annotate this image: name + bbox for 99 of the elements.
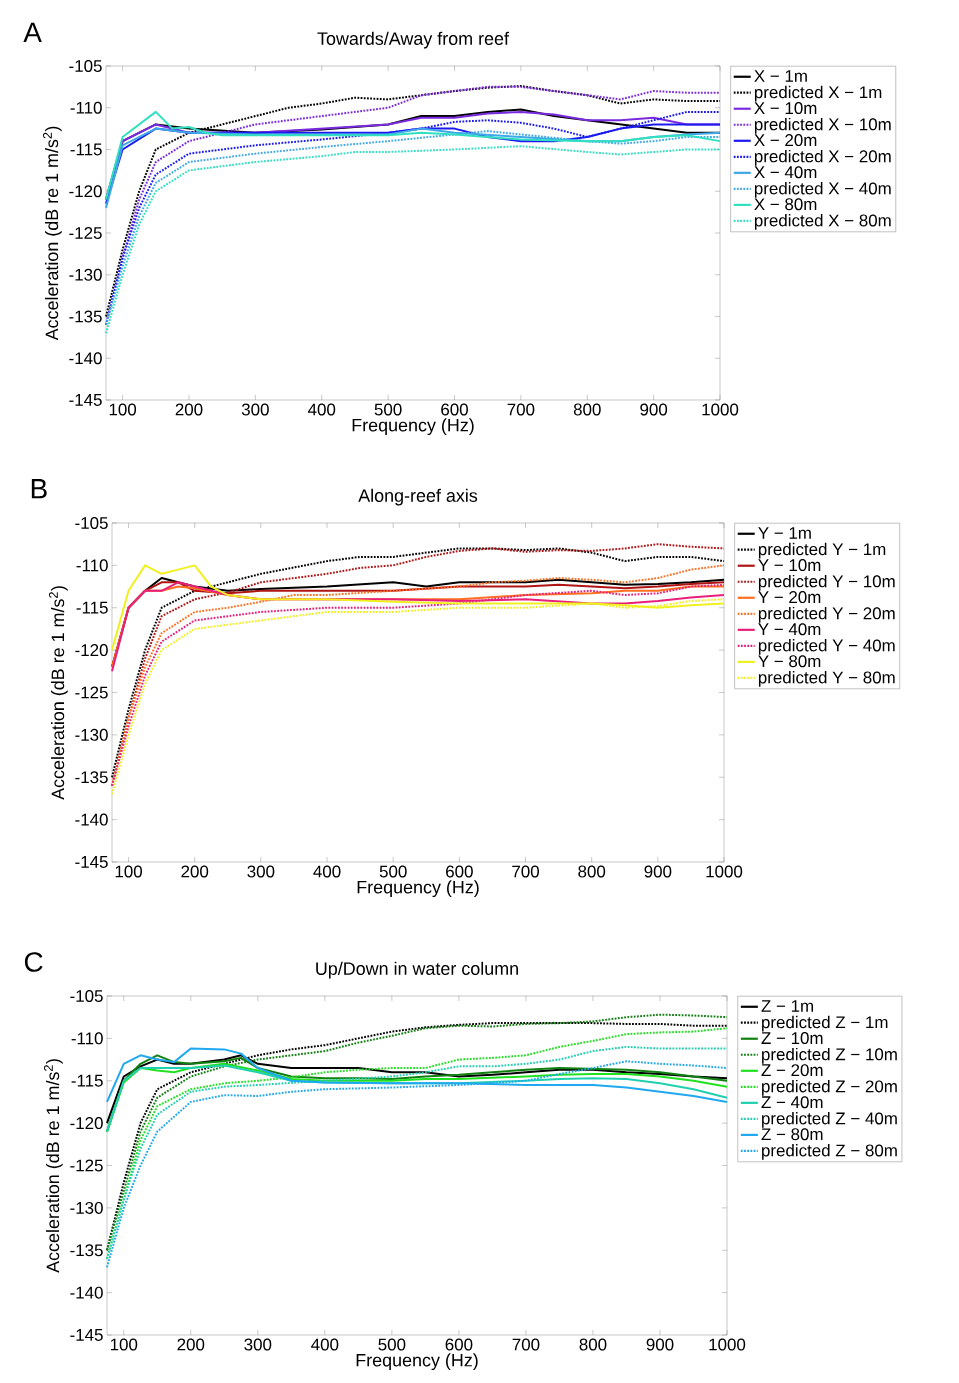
legend-label: predicted X − 1m <box>754 85 882 102</box>
x-axis-title: Frequency (Hz) <box>352 418 474 436</box>
x-tick-label: 600 <box>445 1338 473 1351</box>
legend-label: predicted X − 20m <box>754 149 891 166</box>
x-tick-label: 700 <box>512 1338 540 1351</box>
legend-label: X − 10m <box>754 102 817 115</box>
legend-label: predicted Y − 20m <box>758 606 895 623</box>
legend-label: Y − 1m <box>758 527 811 539</box>
y-tick-label: -145 <box>75 856 108 868</box>
text: C <box>24 952 43 972</box>
x-tick-label: 600 <box>441 403 468 416</box>
x-tick-label: 300 <box>241 403 269 416</box>
legend-label: predicted X − 80m <box>754 214 891 230</box>
y-tick-label: -125 <box>70 1159 103 1172</box>
x-axis-title: Frequency (Hz) <box>356 1353 478 1371</box>
legend-label: Z − 1m <box>761 1000 814 1012</box>
x-tick-label: 200 <box>175 403 203 416</box>
legend-label: predicted Y − 40m <box>758 638 895 655</box>
y-tick-label: -145 <box>70 1329 103 1341</box>
x-tick-label: 500 <box>379 865 407 878</box>
y-tick-label: -145 <box>69 394 102 406</box>
legend-label: predicted Y − 80m <box>758 671 895 687</box>
chart-title: Up/Down in water column <box>316 961 518 979</box>
legend-label: predicted X − 10m <box>754 117 891 134</box>
y-tick-label: -115 <box>76 601 108 614</box>
y-tick-label: -140 <box>69 352 102 365</box>
x-tick-label: 100 <box>110 1338 138 1351</box>
legend-label: predicted Z − 40m <box>762 1112 897 1128</box>
text: A <box>23 22 42 42</box>
legend-label: predicted Z − 20m <box>762 1079 897 1096</box>
y-tick-label: -130 <box>69 268 102 281</box>
y-tick-label: -135 <box>75 771 108 784</box>
x-tick-label: 1000 <box>706 865 743 878</box>
x-tick-label: 800 <box>578 865 606 878</box>
y-tick-label: -105 <box>70 990 103 1002</box>
legend-label: X − 40m <box>754 166 817 179</box>
x-tick-label: 700 <box>507 403 535 416</box>
x-tick-label: 800 <box>579 1338 607 1351</box>
x-tick-label: 900 <box>644 865 672 878</box>
chart-title: Towards/Away from reef <box>317 31 510 49</box>
x-tick-label: 700 <box>512 865 539 878</box>
y-tick-label: -135 <box>69 310 102 323</box>
legend-label: predicted Z − 1m <box>762 1015 888 1032</box>
x-tick-label: 1000 <box>702 403 739 416</box>
legend-label: X − 80m <box>754 198 817 211</box>
x-tick-label: 900 <box>646 1338 674 1351</box>
y-tick-label: -105 <box>75 516 108 529</box>
y-tick-label: -115 <box>71 1074 103 1087</box>
y-tick-label: -125 <box>69 226 102 239</box>
y-tick-label: -110 <box>70 101 102 114</box>
y-tick-label: -105 <box>69 59 102 72</box>
y-axis-title: Acceleration (dB re 1 m/s$^{2}$) <box>43 126 62 341</box>
x-tick-label: 400 <box>313 865 341 878</box>
legend-label: Y − 80m <box>758 655 821 668</box>
x-axis-title: Frequency (Hz) <box>357 880 479 898</box>
x-tick-label: 500 <box>374 403 402 416</box>
y-tick-label: -140 <box>75 813 108 826</box>
chart-title: Along-reef axis <box>358 488 478 506</box>
legend-label: Z − 80m <box>761 1128 823 1141</box>
legend-label: Y − 10m <box>758 559 821 572</box>
x-tick-label: 100 <box>109 403 137 416</box>
legend-label: Y − 20m <box>758 591 821 604</box>
y-tick-label: -125 <box>75 686 108 699</box>
y-tick-label: -120 <box>75 644 108 657</box>
legend-label: Y − 40m <box>758 623 821 636</box>
y-tick-label: -110 <box>71 1032 103 1045</box>
y-tick-label: -115 <box>70 143 102 156</box>
y-axis-title: Acceleration (dB re 1 m/s$^{2}$) <box>49 586 68 800</box>
y-tick-label: -120 <box>70 1117 103 1130</box>
legend-label: Z − 10m <box>761 1032 823 1045</box>
x-tick-label: 500 <box>378 1338 406 1351</box>
x-tick-label: 200 <box>177 1338 205 1351</box>
y-axis-title: Acceleration (dB re 1 m/s$^{2}$) <box>44 1059 63 1273</box>
legend-label: predicted Z − 80m <box>762 1144 897 1160</box>
x-tick-label: 600 <box>446 865 473 878</box>
legend-label: Z − 20m <box>761 1064 823 1077</box>
x-tick-label: 400 <box>311 1338 339 1351</box>
x-tick-label: 300 <box>244 1338 272 1351</box>
x-tick-label: 300 <box>247 865 275 878</box>
text: B <box>31 479 47 499</box>
legend-label: predicted Y − 10m <box>758 574 895 591</box>
legend-label: X − 1m <box>754 70 807 82</box>
x-tick-label: 400 <box>308 403 336 416</box>
y-tick-label: -120 <box>69 185 102 198</box>
legend-label: predicted Y − 1m <box>758 542 886 559</box>
x-tick-label: 1000 <box>709 1338 746 1351</box>
x-tick-label: 800 <box>573 403 601 416</box>
x-tick-label: 100 <box>115 865 143 878</box>
legend-label: X − 20m <box>754 134 817 147</box>
legend-label: predicted X − 40m <box>754 181 891 198</box>
y-tick-label: -130 <box>70 1201 103 1214</box>
y-tick-label: -110 <box>76 559 108 572</box>
legend-label: Z − 40m <box>761 1096 823 1109</box>
x-tick-label: 200 <box>181 865 209 878</box>
legend-label: predicted Z − 10m <box>762 1047 897 1064</box>
y-tick-label: -130 <box>75 728 108 741</box>
x-tick-label: 900 <box>640 403 668 416</box>
y-tick-label: -135 <box>70 1244 103 1257</box>
y-tick-label: -140 <box>70 1286 103 1299</box>
